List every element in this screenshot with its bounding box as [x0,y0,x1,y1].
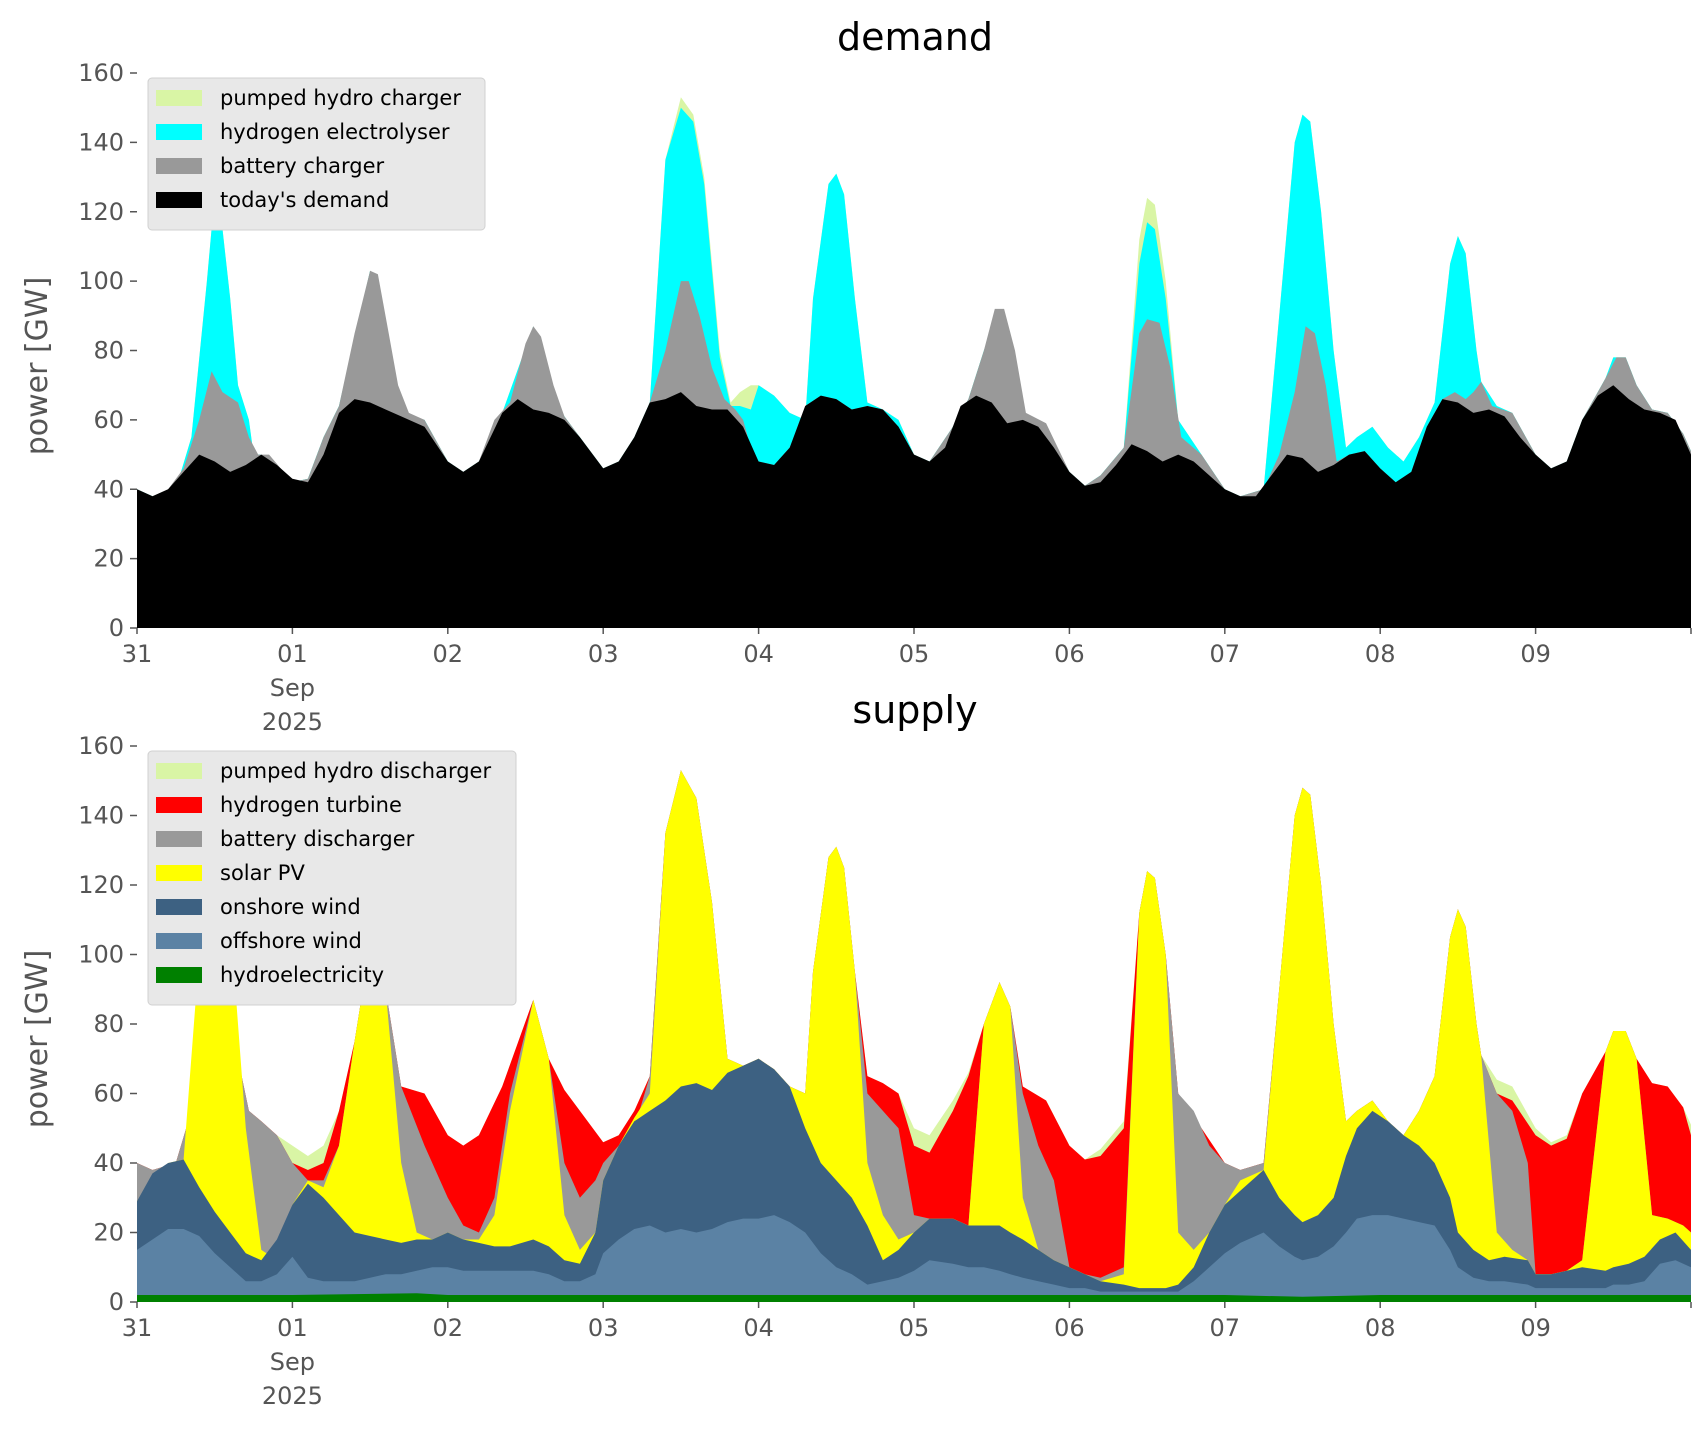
legend-swatch-pumped-hydro-charger [156,90,202,106]
x-tick-label: 06 [1054,640,1085,668]
x-tick-label: 02 [433,640,464,668]
chart-title: supply [852,688,977,732]
x-tick-label: 03 [588,1314,619,1342]
legend-label: hydrogen electrolyser [220,120,450,144]
x-tick-label: Sep [270,1348,315,1376]
y-tick-label: 0 [109,1288,124,1316]
y-axis-label: power [GW] [20,277,55,456]
x-tick-label: 04 [743,1314,774,1342]
y-tick-label: 100 [78,941,124,969]
supply-panel: supply power [GW] 0204060801001201401603… [20,688,1692,1410]
legend-swatch-battery-discharger [156,831,202,847]
legend-label: pumped hydro charger [220,86,461,110]
x-tick-label: 2025 [262,1382,323,1410]
area-series-group [137,770,1691,1302]
y-tick-label: 40 [93,1149,124,1177]
x-tick-label: 07 [1210,640,1241,668]
x-tick-label: 04 [743,640,774,668]
area-offshore-wind [137,1215,1691,1302]
demand-panel: demand power [GW] 0204060801001201401603… [20,15,1692,736]
y-tick-label: 120 [78,871,124,899]
y-tick-label: 140 [78,802,124,830]
legend-label: hydrogen turbine [220,793,402,817]
legend-swatch-hydrogen-turbine [156,797,202,813]
y-tick-label: 140 [78,128,124,156]
legend-box [147,77,486,231]
x-tick-label: 01 [277,640,308,668]
y-tick-label: 100 [78,267,124,295]
legend-label: onshore wind [220,895,361,919]
x-tick-label: 02 [433,1314,464,1342]
legend-label: hydroelectricity [220,963,384,987]
legend-swatch-pumped-hydro-discharger [156,763,202,779]
area-today-s-demand [137,385,1691,628]
legend: pumped hydro charger hydrogen electrolyse… [147,77,486,231]
y-tick-label: 0 [109,614,124,642]
legend-swatch-solar-pv [156,865,202,881]
y-tick-label: 60 [93,1080,124,1108]
legend-swatch-onshore-wind [156,899,202,915]
legend-swatch-today-s-demand [156,192,202,208]
legend-swatch-hydrogen-electrolyser [156,124,202,140]
x-tick-label: 09 [1520,640,1551,668]
area-hydroelectricity [137,1293,1691,1302]
y-tick-label: 80 [93,1010,124,1038]
axes-group: 0 20 40 60 80 100 120 140 160 31 01 Sep 2025 02 03 04 05… [78,59,1692,736]
legend: pumped hydro discharger hydrogen turbine b… [147,750,517,1006]
y-tick-label: 80 [93,337,124,365]
x-tick-label: 03 [588,640,619,668]
x-tick-label: 09 [1520,1314,1551,1342]
x-tick-label: 08 [1365,640,1396,668]
y-tick-label: 20 [93,545,124,573]
axes-group: 0 20 40 60 80 100 120 140 160 31 01 Sep 2025 02 03 04 05… [78,732,1692,1410]
legend-box [147,750,517,1006]
legend-label: pumped hydro discharger [220,759,491,783]
legend-label: battery discharger [220,827,415,851]
legend-label: solar PV [220,861,305,885]
area-solar-pv [137,770,1691,1302]
x-tick-label: 07 [1210,1314,1241,1342]
y-axis-label: power [GW] [20,950,55,1129]
legend-label: today's demand [220,188,389,212]
y-tick-label: 160 [78,732,124,760]
y-tick-label: 20 [93,1219,124,1247]
legend-swatch-hydroelectricity [156,967,202,983]
chart-title: demand [837,15,993,59]
x-tick-label: 08 [1365,1314,1396,1342]
legend-swatch-offshore-wind [156,933,202,949]
x-tick-label: 2025 [262,708,323,736]
legend-label: offshore wind [220,929,362,953]
area-series-group [137,97,1691,629]
y-tick-label: 40 [93,475,124,503]
legend-label: battery charger [220,154,385,178]
x-tick-label: 05 [899,640,930,668]
x-tick-label: Sep [270,674,315,702]
x-tick-label: 05 [899,1314,930,1342]
y-tick-label: 120 [78,198,124,226]
x-tick-label: 06 [1054,1314,1085,1342]
y-tick-label: 60 [93,406,124,434]
x-tick-label: 31 [122,1314,153,1342]
y-tick-label: 160 [78,59,124,87]
x-tick-label: 31 [122,640,153,668]
legend-swatch-battery-charger [156,158,202,174]
area-onshore-wind [137,1058,1691,1302]
x-tick-label: 01 [277,1314,308,1342]
